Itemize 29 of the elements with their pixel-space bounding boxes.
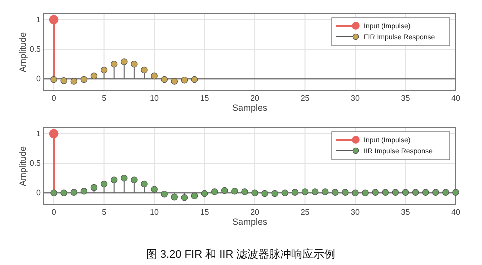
x-tick-label: 35 [401,208,411,218]
x-tick-label: 25 [300,208,310,218]
caption: 图 3.20 FIR 和 IIR 滤波器脉冲响应示例 [146,248,336,261]
x-tick-label: 15 [200,208,210,218]
y-tick-label: 0.5 [30,45,42,54]
y-tick-label: 0.5 [30,159,42,168]
y-tick-label: 0 [36,188,42,198]
x-tick-label: 25 [300,94,310,104]
x-tick-label: 10 [150,208,160,218]
y-tick-label: 0 [36,74,42,84]
x-tick-label: 0 [52,94,57,104]
x-tick-label: 15 [200,94,210,104]
x-tick-label: 20 [250,94,260,104]
x-tick-label: 10 [150,94,160,104]
y-axis-title: Amplitude [18,32,28,73]
x-axis-title: Samples [232,217,268,227]
x-tick-label: 5 [102,94,108,104]
x-tick-label: 35 [401,94,411,104]
x-axis-title: Samples [232,103,268,113]
x-tick-label: 30 [351,208,361,218]
y-axis-title: Amplitude [18,146,28,187]
x-tick-label: 40 [452,208,461,218]
x-tick-label: 30 [351,94,361,104]
x-tick-label: 5 [102,208,108,218]
x-tick-label: 0 [52,208,57,218]
y-tick-label: 1 [36,129,42,138]
x-tick-label: 40 [452,94,461,104]
x-tick-label: 20 [250,208,260,218]
y-tick-label: 1 [36,15,42,24]
